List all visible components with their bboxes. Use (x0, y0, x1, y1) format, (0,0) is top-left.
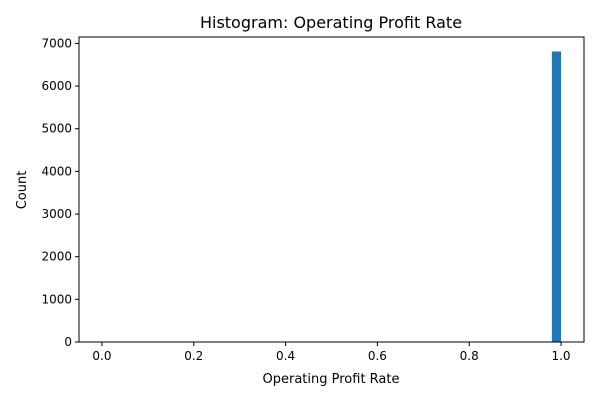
y-tick-label: 1000 (41, 292, 72, 306)
y-tick-label: 2000 (41, 250, 72, 264)
y-tick-label: 5000 (41, 122, 72, 136)
y-tick-label: 7000 (41, 36, 72, 50)
plot-frame (78, 36, 585, 343)
y-tick-label: 3000 (41, 207, 72, 221)
y-tick-label: 0 (64, 335, 72, 349)
bars (542, 51, 562, 342)
x-tick-label: 1.0 (551, 349, 570, 363)
y-axis: 0 1000 2000 3000 4000 5000 6000 7000 (41, 36, 79, 349)
y-axis-label: Count (15, 171, 30, 210)
y-tick-label: 6000 (41, 79, 72, 93)
x-axis-label: Operating Profit Rate (263, 372, 400, 387)
chart-title: Histogram: Operating Profit Rate (200, 13, 462, 32)
x-tick-label: 0.8 (460, 349, 479, 363)
y-tick-label: 4000 (41, 164, 72, 178)
x-tick-label: 0.6 (368, 349, 387, 363)
x-axis: 0.0 0.2 0.4 0.6 0.8 1.0 (92, 342, 571, 363)
x-tick-label: 0.4 (276, 349, 295, 363)
x-tick-label: 0.0 (92, 349, 111, 363)
x-tick-label: 0.2 (184, 349, 203, 363)
histogram-bar-1 (551, 51, 562, 342)
